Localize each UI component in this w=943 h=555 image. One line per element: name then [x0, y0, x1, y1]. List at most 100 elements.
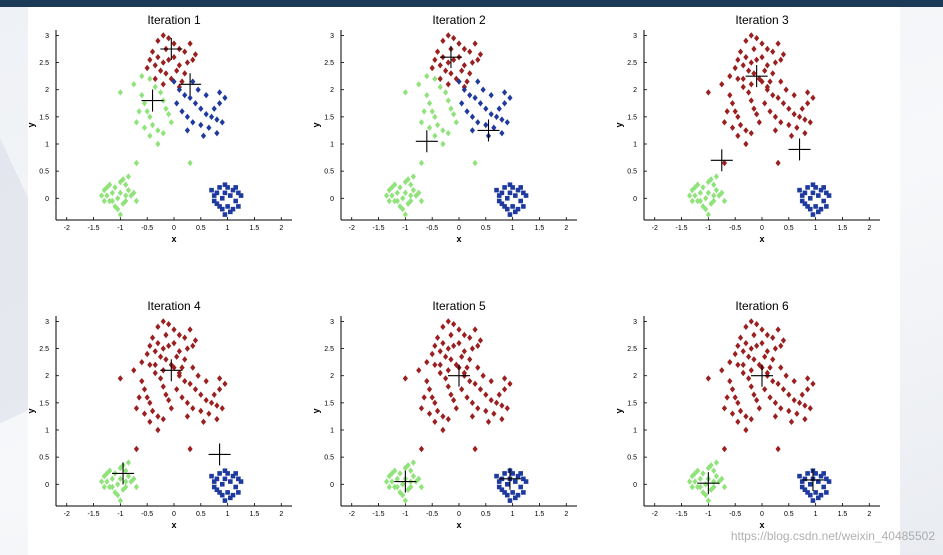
data-point [791, 91, 797, 99]
data-point [238, 193, 244, 198]
data-point [775, 445, 781, 453]
x-tick-label: 0.5 [196, 225, 206, 232]
data-point [445, 97, 451, 104]
data-point [459, 67, 465, 74]
data-point [813, 490, 818, 495]
data-point [432, 132, 438, 140]
data-point [810, 380, 816, 388]
data-point [480, 86, 486, 93]
x-tick-label: 0 [760, 511, 764, 518]
data-point [772, 399, 779, 407]
data-point [163, 105, 169, 112]
x-tick-label: 0.5 [784, 225, 794, 232]
y-tick-label: 2.5 [324, 346, 334, 353]
data-point [424, 72, 430, 80]
data-point [453, 119, 459, 126]
data-point [160, 318, 166, 325]
data-point [133, 483, 140, 491]
data-point [451, 396, 457, 404]
data-point [163, 331, 169, 339]
data-point [810, 94, 816, 102]
data-point [160, 415, 166, 423]
data-point [748, 81, 754, 88]
data-point [754, 110, 760, 118]
data-point [152, 83, 158, 91]
data-point [214, 116, 220, 123]
data-point [743, 323, 749, 331]
x-tick-label: 2 [564, 511, 568, 518]
data-point [198, 105, 204, 112]
data-point [117, 375, 123, 382]
data-point [692, 478, 698, 485]
data-point [488, 377, 494, 385]
data-point [402, 211, 408, 218]
data-point [228, 495, 233, 501]
data-point [440, 339, 446, 347]
data-point [184, 399, 191, 407]
x-axis-label: x [171, 520, 176, 530]
x-tick-label: -1.5 [676, 225, 688, 232]
data-point [147, 418, 153, 426]
data-point [144, 350, 150, 358]
data-point [764, 45, 770, 53]
data-point [222, 476, 228, 482]
data-point [780, 51, 787, 58]
data-point [190, 342, 196, 350]
data-point [501, 386, 508, 393]
x-tick-label: 0.5 [196, 511, 206, 518]
data-point [182, 48, 188, 55]
data-point [147, 361, 153, 369]
data-point [408, 192, 414, 199]
data-point [182, 334, 188, 341]
data-point [705, 211, 711, 218]
data-point [713, 173, 720, 180]
data-point [778, 364, 784, 371]
data-point [759, 40, 765, 47]
data-point [389, 192, 395, 199]
data-point [735, 399, 741, 407]
data-point [695, 197, 701, 205]
data-point [818, 206, 824, 212]
data-point [155, 339, 161, 347]
data-point [802, 402, 808, 409]
data-point [461, 45, 467, 53]
watermark: https://blog.csdn.net/weixin_40485502 [730, 529, 935, 543]
centroid-marker [160, 359, 183, 382]
data-point [445, 345, 451, 352]
data-point [692, 184, 698, 191]
x-tick-label: -2 [64, 225, 70, 232]
data-point [171, 78, 177, 85]
x-tick-label: -1 [117, 225, 123, 232]
data-point [219, 119, 225, 126]
data-point [410, 186, 417, 194]
y-tick-label: 3 [330, 33, 334, 40]
data-point [219, 492, 225, 498]
data-point [783, 86, 789, 93]
data-point [155, 323, 161, 331]
data-point [456, 339, 462, 347]
data-point [123, 181, 129, 188]
data-point [139, 91, 145, 99]
data-point [477, 51, 484, 58]
x-axis-label: x [759, 520, 764, 530]
data-point [115, 205, 121, 213]
y-tick-label: 0.5 [627, 455, 637, 462]
data-point [799, 198, 805, 204]
data-point [504, 405, 510, 412]
y-tick-label: 1.5 [627, 114, 637, 121]
data-point [502, 185, 507, 190]
data-point [518, 185, 523, 190]
data-point [408, 483, 414, 491]
plot-6: Iteration 6 -2 -1.5 -1 -0.5 0 0.5 1 1.5 2 0 0.5 1 1.5… [614, 299, 880, 530]
x-tick-label: 1.5 [838, 225, 848, 232]
data-point [157, 353, 164, 360]
centroid-marker [745, 65, 768, 88]
data-point [184, 413, 191, 420]
data-point [686, 478, 693, 485]
data-point [499, 129, 505, 137]
data-point [743, 339, 749, 347]
data-point [437, 75, 443, 83]
x-tick-label: 2 [867, 511, 871, 518]
data-point [136, 108, 142, 115]
data-point [152, 369, 158, 377]
